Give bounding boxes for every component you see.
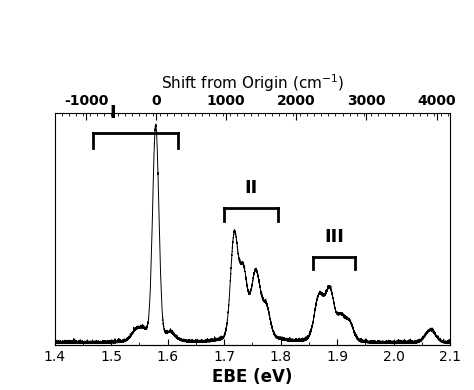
- Text: III: III: [324, 228, 344, 246]
- X-axis label: Shift from Origin (cm$^{-1}$): Shift from Origin (cm$^{-1}$): [161, 72, 344, 94]
- Text: II: II: [245, 179, 258, 197]
- Text: I: I: [109, 104, 116, 122]
- X-axis label: EBE (eV): EBE (eV): [212, 368, 292, 386]
